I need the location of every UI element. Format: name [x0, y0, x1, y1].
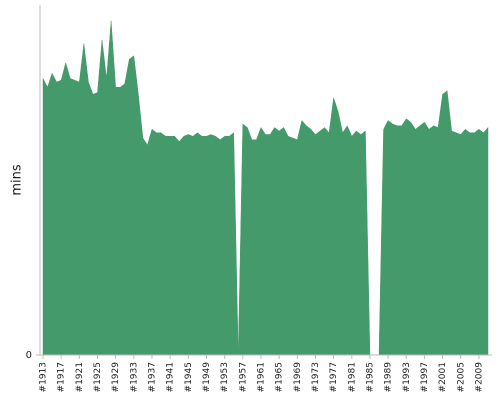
- x-tick-label: #1997: [420, 362, 430, 392]
- x-tick-label: #1925: [93, 362, 103, 392]
- x-tick-label: #2005: [456, 362, 466, 392]
- x-tick-label: #1945: [184, 362, 194, 392]
- x-tick-label: #1969: [293, 362, 303, 393]
- area: [42, 20, 489, 356]
- x-tick-label: #1961: [256, 362, 266, 392]
- y-axis-label: mins: [10, 164, 25, 196]
- x-tick-label: #1941: [166, 362, 176, 392]
- x-tick-label: #1981: [347, 362, 357, 392]
- x-tick-label: #1921: [75, 362, 85, 392]
- x-tick-label: #1917: [57, 362, 67, 392]
- x-tick-label: #1973: [311, 362, 321, 392]
- x-tick-label: #2001: [438, 362, 448, 392]
- x-tick-label: #1953: [220, 362, 230, 392]
- x-tick-label: #1929: [111, 362, 121, 393]
- x-tick-label: #1965: [275, 362, 285, 392]
- x-tick-label: #1957: [238, 362, 248, 392]
- x-tick-label: #1993: [402, 362, 412, 392]
- x-tick-label: #1913: [39, 362, 49, 392]
- y-tick-label: 0: [26, 350, 32, 361]
- x-tick-label: #1949: [202, 362, 212, 393]
- x-tick-label: #1977: [329, 362, 339, 392]
- x-tick-label: #2009: [474, 362, 484, 393]
- x-tick-label: #1933: [129, 362, 139, 392]
- x-tick-label: #1937: [147, 362, 157, 392]
- x-tick-label: #1985: [365, 362, 375, 392]
- x-tick-label: #1989: [384, 362, 394, 393]
